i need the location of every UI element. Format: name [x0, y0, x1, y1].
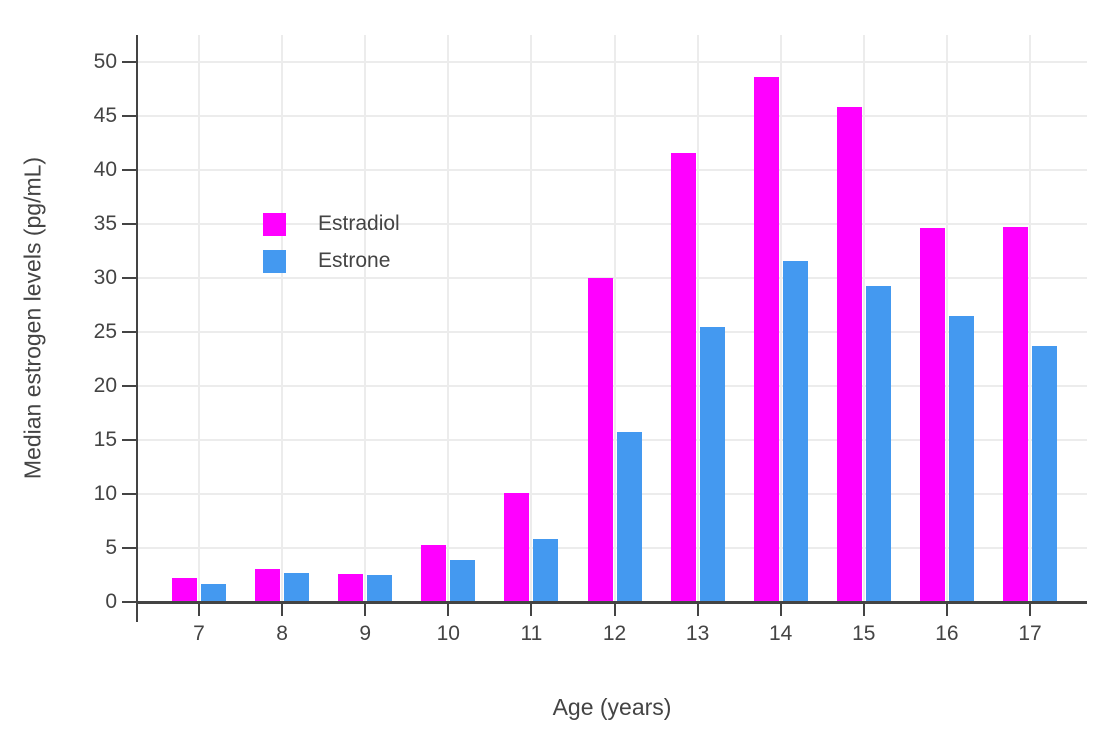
bar-estrone-age-12[interactable]: [616, 432, 642, 602]
x-tick-label-14: 14: [769, 622, 793, 645]
bar-estradiol-age-14[interactable]: [753, 77, 779, 602]
y-tick-mark-45: [121, 115, 136, 117]
bar-estrone-age-9[interactable]: [367, 575, 393, 602]
h-gridline-35: [137, 223, 1087, 225]
y-tick-mark-5: [121, 547, 136, 549]
legend-label-estradiol: Estradiol: [318, 212, 400, 235]
bar-estradiol-age-17[interactable]: [1003, 227, 1028, 602]
bar-estrone-age-14[interactable]: [782, 260, 808, 602]
y-tick-mark-10: [121, 493, 136, 495]
bar-estradiol-age-7[interactable]: [172, 578, 197, 602]
x-tick-mark-12: [613, 604, 616, 616]
y-tick-mark-35: [121, 223, 136, 225]
h-gridline-40: [137, 169, 1087, 171]
y-tick-label-35: 35: [93, 212, 117, 235]
y-tick-label-15: 15: [93, 428, 117, 451]
y-tick-mark-15: [121, 439, 136, 441]
x-tick-mark-15: [862, 604, 865, 616]
x-tick-mark-8: [281, 604, 284, 616]
v-gridline-10: [447, 35, 450, 602]
y-tick-label-30: 30: [93, 266, 117, 289]
h-gridline-45: [137, 115, 1087, 117]
x-tick-label-7: 7: [193, 622, 205, 645]
x-tick-mark-14: [779, 604, 782, 616]
x-tick-mark-10: [447, 604, 450, 616]
x-tick-label-17: 17: [1018, 622, 1042, 645]
bar-estrone-age-10[interactable]: [450, 559, 476, 602]
plot-area[interactable]: 0 5 10 15 20 25 30 35 40 45 50 7 8 9 10 11 12 13 14 15 16 17: [94, 35, 1087, 645]
x-tick-label-16: 16: [935, 622, 959, 645]
y-tick-mark-20: [121, 385, 136, 387]
x-tick-mark-17: [1029, 604, 1031, 616]
v-gridline-13: [696, 35, 699, 602]
h-gridline-50: [137, 61, 1087, 63]
v-gridline-14: [779, 35, 782, 602]
x-tick-label-13: 13: [685, 622, 710, 645]
bar-estradiol-age-13[interactable]: [670, 152, 696, 602]
v-gridline-9: [364, 35, 367, 602]
bar-estradiol-age-15[interactable]: [836, 107, 862, 602]
x-tick-mark-7: [198, 604, 200, 616]
bar-estrone-age-15[interactable]: [865, 285, 891, 602]
x-tick-mark-9: [364, 604, 367, 616]
bar-estradiol-age-9[interactable]: [338, 573, 364, 602]
v-gridline-16: [945, 35, 948, 602]
bar-estrone-age-11[interactable]: [533, 539, 559, 602]
v-gridline-17: [1029, 35, 1031, 602]
y-tick-label-25: 25: [93, 320, 117, 343]
y-tick-label-20: 20: [93, 374, 117, 397]
y-tick-mark-30: [121, 277, 136, 279]
legend-item-estradiol[interactable]: Estradiol: [263, 212, 400, 236]
y-tick-label-45: 45: [93, 104, 117, 127]
y-tick-mark-25: [121, 331, 136, 333]
y-tick-label-10: 10: [93, 482, 117, 505]
x-tick-label-15: 15: [852, 622, 876, 645]
y-tick-label-5: 5: [105, 536, 117, 559]
bar-estrone-age-16[interactable]: [948, 315, 974, 602]
x-tick-mark-11: [530, 604, 533, 616]
x-tick-mark-13: [696, 604, 699, 616]
x-tick-label-9: 9: [359, 622, 372, 645]
bar-estrone-age-7[interactable]: [201, 583, 226, 602]
y-tick-label-40: 40: [93, 158, 117, 181]
x-axis-line: [135, 601, 1087, 604]
y-tick-label-50: 50: [93, 50, 117, 73]
bar-estrone-age-8[interactable]: [284, 572, 310, 602]
bar-estradiol-age-16[interactable]: [919, 228, 945, 602]
x-tick-mark-16: [945, 604, 948, 616]
legend-swatch-estradiol: [263, 212, 286, 236]
y-tick-mark-50: [121, 61, 136, 63]
bar-estradiol-age-10[interactable]: [421, 544, 447, 602]
bar-estrone-age-13[interactable]: [699, 326, 725, 602]
y-tick-label-0: 0: [105, 590, 117, 613]
legend-swatch-estrone: [263, 249, 286, 273]
x-axis-title: Age (years): [552, 694, 672, 720]
y-tick-mark-40: [121, 169, 136, 171]
x-tick-label-8: 8: [276, 622, 288, 645]
legend: Estradiol Estrone: [263, 212, 400, 286]
v-gridline-12: [613, 35, 616, 602]
v-gridline-11: [530, 35, 533, 602]
bar-estrone-age-17[interactable]: [1032, 346, 1057, 602]
bar-estradiol-age-8[interactable]: [255, 568, 281, 602]
y-axis-line: [135, 35, 138, 622]
y-axis-title: Median estrogen levels (pg/mL): [19, 156, 46, 480]
bar-estradiol-age-12[interactable]: [587, 278, 613, 602]
x-tick-label-10: 10: [436, 622, 460, 645]
v-gridline-8: [281, 35, 284, 602]
legend-label-estrone: Estrone: [318, 249, 391, 272]
y-tick-mark-0: [121, 601, 136, 603]
v-gridline-7: [198, 35, 200, 602]
legend-item-estrone[interactable]: Estrone: [263, 249, 400, 273]
x-tick-label-11: 11: [520, 622, 543, 645]
x-tick-label-12: 12: [602, 622, 627, 645]
bar-estradiol-age-11[interactable]: [504, 492, 530, 602]
v-gridline-15: [862, 35, 865, 602]
